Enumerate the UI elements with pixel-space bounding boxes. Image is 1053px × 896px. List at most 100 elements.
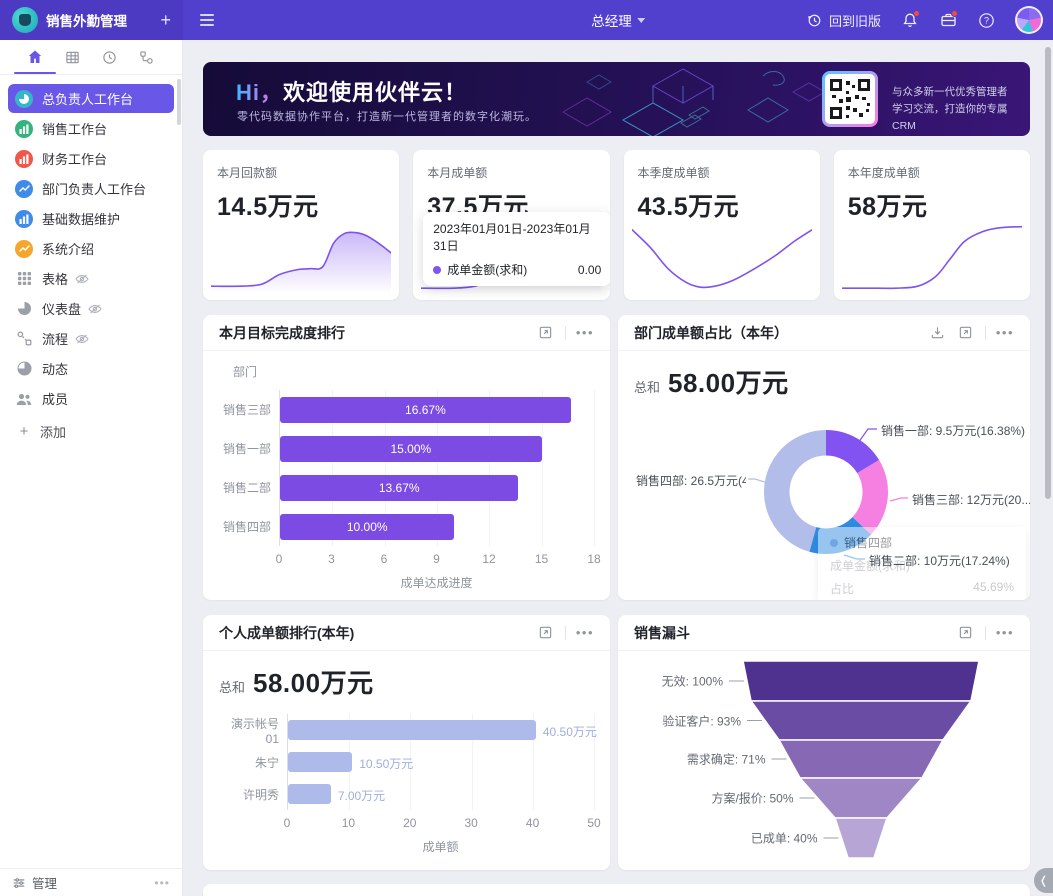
workbox-icon[interactable] [939,10,958,29]
bar-value-label: 10.50万元 [359,757,414,771]
line-chart-icon [15,239,33,258]
expand-icon[interactable] [537,624,555,642]
notifications-bell-icon[interactable] [901,10,920,29]
more-menu-button[interactable]: ••• [575,324,594,340]
bar[interactable] [288,720,536,740]
sparkline-chart [632,216,812,294]
help-icon[interactable]: ? [977,11,995,29]
menu-toggle-icon[interactable] [200,14,214,26]
gridline [471,714,473,810]
tab-home[interactable] [14,40,56,74]
welcome-banner[interactable]: Hi，欢迎使用伙伴云！ 零代码数据协作平台，打造新一代管理者的数字化潮玩。 与众… [203,62,1030,136]
bar[interactable] [288,784,331,804]
donut-segment-销售三部[interactable] [852,460,888,535]
collapse-panel-handle[interactable]: ❬ [1034,868,1053,893]
sidebar-item-部门负责人工作台[interactable]: 部门负责人工作台 [8,174,174,203]
card-title: 部门成单额占比（本年） [634,324,788,341]
bar-category-label: 销售二部 [222,481,271,495]
gridline [594,714,595,810]
gridline [532,714,534,810]
topbar-actions: 回到旧版 ? [806,6,1053,34]
gridline [489,390,491,546]
stat-card-本年度成单额[interactable]: 本年度成单额 58万元 [833,150,1030,300]
role-selector[interactable]: 总经理 [591,10,645,30]
sidebar-item-系统介绍[interactable]: 系统介绍 [8,234,174,263]
sidebar-manage-bar[interactable]: 管理 ••• [0,868,182,896]
add-app-button[interactable]: + [160,9,171,30]
tab-tables[interactable] [59,40,85,74]
tab-org[interactable] [134,40,160,74]
bar-track-area: 40.50万元 10.50万元 7.00万元 [287,714,597,810]
sidebar-item-label: 仪表盘 [42,302,82,317]
bar-value-label: 15.00% [390,441,432,456]
gridline [437,390,438,546]
more-menu-button[interactable]: ••• [575,624,594,640]
sidebar-item-财务工作台[interactable]: 财务工作台 [8,144,174,173]
tooltip-series-label: 成单金额(求和) [447,263,528,277]
sidebar-item-流程[interactable]: 流程 [8,324,174,353]
flow-icon [15,330,33,348]
sidebar-item-成员[interactable]: 成员 [8,384,174,413]
bar[interactable]: 16.67% [280,396,571,423]
bar-plot: 演示帐号01 朱宁 许明秀 40.50万元 10.50万元 7.00万元 [219,714,597,810]
next-card-partial [203,884,1030,896]
back-to-old-version-button[interactable]: 回到旧版 [806,11,881,30]
expand-icon[interactable] [957,624,975,642]
bar[interactable] [288,752,353,772]
sidebar-item-仪表盘[interactable]: 仪表盘 [8,294,174,323]
app-logo[interactable] [12,7,38,33]
stat-card-本月回款额[interactable]: 本月回款额 14.5万元 [203,150,400,300]
eye-off-icon[interactable] [88,303,102,315]
more-menu-button[interactable]: ••• [995,624,1014,640]
pie-chart-icon [15,89,33,108]
bar[interactable]: 13.67% [280,474,519,501]
donut-segment-销售一部[interactable] [826,430,880,474]
stat-card-本月成单额[interactable]: 本月成单额 37.5万元 2023年01月01日-2023年01月31日 成单金额(… [413,150,610,300]
sidebar-item-label: 成员 [42,392,69,407]
bar[interactable]: 15.00% [280,435,542,462]
bar-value-label: 10.00% [346,519,388,534]
bar-category-label: 演示帐号01 [230,716,279,746]
download-icon[interactable] [929,324,947,342]
expand-icon[interactable] [537,324,555,342]
card-title: 销售漏斗 [634,624,690,641]
sidebar-item-表格[interactable]: 表格 [8,264,174,293]
more-menu-button[interactable]: ••• [995,324,1014,340]
funnel-stage-已成单[interactable] [833,817,889,859]
tooltip-date-range: 2023年01月01日-2023年01月31日 [433,222,591,253]
qr-code [822,71,878,127]
card-title: 本月目标完成度排行 [219,324,345,341]
donut-segment-销售四部[interactable] [764,430,826,552]
funnel-chart [729,660,980,859]
sidebar-item-基础数据维护[interactable]: 基础数据维护 [8,204,174,233]
bar[interactable]: 10.00% [280,513,455,540]
x-tick-label: 15 [534,552,549,566]
stat-card-本季度成单额[interactable]: 本季度成单额 43.5万元 [623,150,820,300]
bar-category-label: 许明秀 [242,787,279,802]
main-scrollbar-thumb[interactable] [1045,47,1051,499]
eye-off-icon[interactable] [75,273,89,285]
manage-label: 管理 [32,877,58,891]
sidebar-add-button[interactable]: + 添加 [8,416,174,446]
expand-icon[interactable] [957,324,975,342]
tab-recent[interactable] [97,40,123,74]
card-title: 个人成单额排行(本年) [219,624,355,641]
sidebar-item-销售工作台[interactable]: 销售工作台 [8,114,174,143]
role-label: 总经理 [591,14,632,29]
banner-title: Hi，欢迎使用伙伴云！ [236,80,468,105]
manage-more-button[interactable]: ••• [154,875,170,890]
sidebar-item-总负责人工作台[interactable]: 总负责人工作台 [8,84,174,113]
eye-off-icon[interactable] [75,333,89,345]
bar-categories: 销售三部 销售一部 销售二部 销售四部 [219,390,279,546]
sidebar-item-label: 基础数据维护 [42,212,121,227]
sidebar-item-动态[interactable]: 动态 [8,354,174,383]
workbox-badge [951,10,958,17]
user-avatar[interactable] [1015,6,1043,34]
sidebar-scrollbar[interactable] [177,79,181,125]
bar-category-label: 销售一部 [222,442,271,456]
gridline [541,390,543,546]
gridline [594,390,595,546]
app-title: 销售外勤管理 [46,14,127,29]
card-personal-ranking: 个人成单额排行(本年) ••• 总和 58.00万元 演示帐号01 朱宁 许明秀 40… [203,615,610,870]
stat-label: 本月成单额 [427,166,488,180]
